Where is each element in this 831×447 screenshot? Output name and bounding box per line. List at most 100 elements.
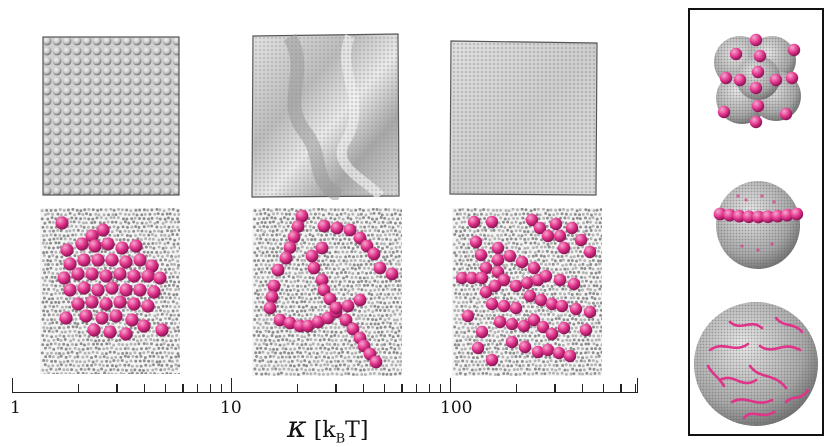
minor-tick — [296, 384, 299, 392]
membrane-surface-image-2 — [251, 33, 400, 200]
particle — [491, 253, 505, 267]
particle — [133, 283, 147, 297]
particle — [103, 325, 117, 339]
particle — [563, 349, 577, 363]
tick-label-100: 100 — [440, 398, 473, 418]
particle — [553, 229, 567, 243]
membrane-surface-panel-3 — [448, 38, 600, 198]
axis-unit-close: T] — [345, 418, 369, 443]
particle — [88, 239, 102, 253]
axis-title: κ [kBT] — [287, 410, 368, 446]
particle-dot — [756, 248, 760, 252]
minor-tick — [635, 384, 637, 392]
particle — [527, 313, 541, 327]
particle — [133, 253, 147, 267]
particle — [99, 269, 113, 283]
particle — [317, 219, 331, 233]
particle — [485, 215, 499, 229]
vesicle-ring — [713, 181, 804, 269]
minor-tick — [116, 384, 118, 392]
particle — [779, 107, 793, 121]
particle-dot — [760, 194, 764, 198]
particle — [753, 49, 767, 63]
particle-image-3 — [452, 208, 602, 376]
particle — [307, 261, 321, 275]
particle — [105, 253, 119, 267]
particle — [549, 217, 563, 231]
particle — [71, 297, 85, 311]
particle — [346, 322, 360, 336]
particle-panel-3 — [452, 208, 602, 376]
major-tick — [12, 378, 14, 392]
particle — [287, 230, 301, 244]
particle — [505, 317, 519, 331]
particle — [569, 302, 583, 316]
particle — [283, 241, 297, 254]
particle — [91, 283, 105, 297]
particle — [751, 99, 765, 113]
particle — [339, 313, 353, 327]
particle — [790, 207, 804, 221]
particle — [60, 243, 74, 257]
particle — [127, 269, 141, 283]
particle — [301, 319, 315, 333]
particle — [95, 311, 109, 325]
vesicle-budded — [714, 33, 801, 129]
particle — [353, 293, 367, 307]
particle-string — [730, 398, 774, 404]
particle — [305, 249, 319, 263]
particle — [265, 290, 279, 304]
minor-tick — [165, 384, 167, 392]
particle — [125, 313, 139, 327]
particle — [145, 259, 159, 273]
particle — [729, 47, 743, 61]
particle — [273, 313, 287, 327]
particle — [71, 267, 85, 281]
particle — [283, 316, 297, 330]
particle-image-2 — [252, 208, 402, 376]
particle — [367, 247, 381, 261]
particle — [343, 223, 357, 237]
particle — [771, 209, 784, 223]
particle-dot — [740, 244, 744, 248]
axis-line — [12, 392, 638, 394]
particle — [267, 279, 281, 293]
particle — [127, 297, 141, 311]
particle — [515, 255, 529, 269]
particle — [119, 283, 133, 297]
kappa-symbol: κ — [287, 410, 307, 445]
particle — [769, 73, 783, 87]
particle — [315, 273, 329, 287]
particle — [295, 209, 309, 223]
particle — [119, 327, 133, 341]
minor-tick — [439, 384, 442, 392]
particle-string — [774, 316, 804, 334]
particle — [474, 248, 488, 262]
membrane-surface-image-3 — [449, 40, 598, 196]
particle — [373, 261, 387, 275]
particle — [485, 353, 499, 367]
particle — [545, 327, 559, 341]
minor-tick — [620, 384, 622, 392]
particle-string — [718, 376, 758, 385]
tick-label-10: 10 — [220, 398, 242, 418]
axis-unit-sub: B — [335, 431, 346, 447]
particle — [263, 301, 277, 315]
end-tick — [637, 378, 639, 392]
particle — [341, 299, 355, 313]
minor-tick — [209, 384, 211, 392]
particle — [751, 65, 765, 79]
particle — [536, 320, 550, 334]
particle — [761, 210, 775, 224]
particle — [574, 233, 588, 247]
tick-label-1: 1 — [10, 398, 21, 418]
particle — [780, 208, 794, 222]
particle — [565, 221, 579, 235]
particle — [523, 289, 537, 303]
particle — [77, 253, 91, 267]
particle — [557, 321, 571, 335]
particle — [497, 273, 511, 287]
particle — [488, 279, 502, 293]
particle — [455, 271, 469, 285]
particle — [141, 269, 155, 283]
